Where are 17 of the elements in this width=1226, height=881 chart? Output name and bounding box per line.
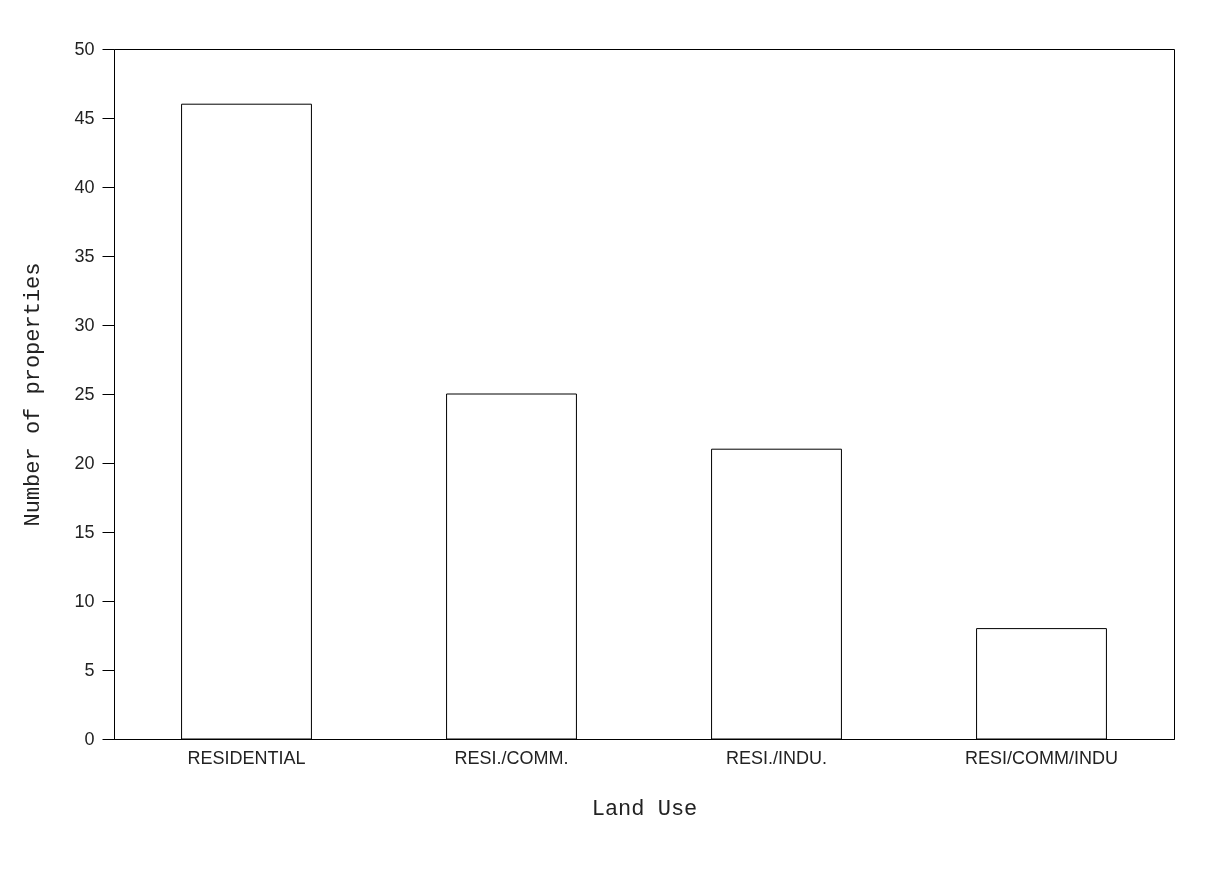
y-tick-label: 40 bbox=[74, 176, 95, 197]
y-tick-label: 5 bbox=[84, 659, 95, 680]
y-tick-label: 15 bbox=[74, 521, 95, 542]
y-axis-title: Number of properties bbox=[21, 262, 47, 527]
y-tick-label: 50 bbox=[74, 38, 95, 59]
x-tick-label: RESI./COMM. bbox=[454, 747, 569, 768]
y-tick-label: 20 bbox=[74, 452, 95, 473]
x-tick-label: RESI./INDU. bbox=[725, 747, 828, 768]
x-tick-label: RESI/COMM/INDU bbox=[965, 747, 1118, 768]
x-axis-title: Land Use bbox=[591, 796, 698, 822]
y-tick-label: 30 bbox=[74, 314, 95, 335]
y-tick-label: 10 bbox=[74, 590, 95, 611]
y-tick-label: 35 bbox=[74, 245, 95, 266]
y-tick-label: 25 bbox=[74, 383, 95, 404]
y-tick-label: 0 bbox=[84, 728, 95, 749]
x-tick-label: RESIDENTIAL bbox=[187, 747, 306, 768]
y-tick-label: 45 bbox=[74, 107, 95, 128]
